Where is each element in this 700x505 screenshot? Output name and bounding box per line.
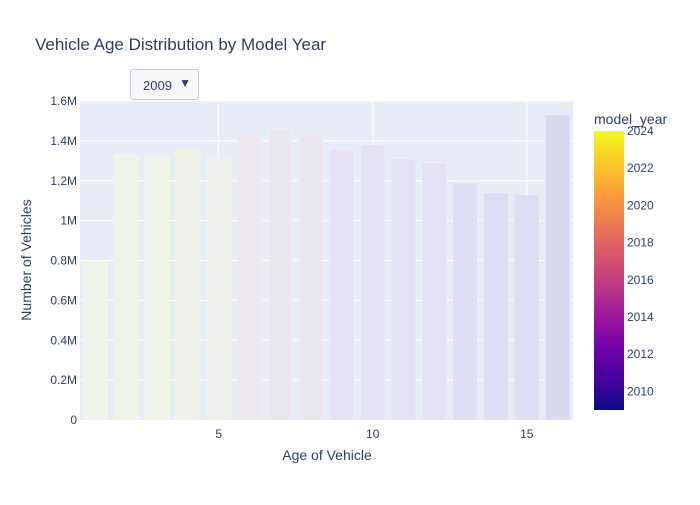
colorbar-tick-label: 2016 xyxy=(627,273,654,287)
bar[interactable] xyxy=(452,182,478,421)
colorbar-title: model_year xyxy=(594,111,667,127)
bar[interactable] xyxy=(545,114,571,421)
bar[interactable] xyxy=(267,128,293,421)
y-tick-label: 1.4M xyxy=(50,134,77,148)
colorbar-tick-label: 2012 xyxy=(627,347,654,361)
bar[interactable] xyxy=(390,158,417,421)
bar[interactable] xyxy=(144,156,170,421)
colorbar-tick-label: 2010 xyxy=(627,384,654,398)
y-tick-label: 1M xyxy=(60,214,77,228)
bar[interactable] xyxy=(82,260,108,421)
x-tick-label: 15 xyxy=(520,427,534,441)
chevron-down-icon: ▼ xyxy=(179,76,191,90)
dropdown-selected-value: 2009 xyxy=(143,78,172,93)
colorbar-tick-label: 2018 xyxy=(627,236,654,250)
y-tick-label: 0 xyxy=(70,413,77,427)
y-tick-label: 0.8M xyxy=(50,254,77,268)
bar[interactable] xyxy=(298,132,324,421)
colorbar-gradient xyxy=(594,131,624,410)
bars xyxy=(82,114,571,421)
bar[interactable] xyxy=(360,144,386,421)
chart-title: Vehicle Age Distribution by Model Year xyxy=(35,35,326,54)
y-tick-label: 0.4M xyxy=(50,333,77,347)
bar[interactable] xyxy=(514,194,540,421)
bar[interactable] xyxy=(236,132,263,421)
bar[interactable] xyxy=(113,154,139,421)
colorbar-ticks: 2010 2012 2014 2016 2018 2020 2022 2024 xyxy=(627,124,654,398)
y-tick-label: 0.2M xyxy=(50,373,77,387)
x-axis-label: Age of Vehicle xyxy=(282,447,372,463)
x-tick-label: 5 xyxy=(215,427,222,441)
colorbar-tick-label: 2014 xyxy=(627,310,654,324)
bar[interactable] xyxy=(175,148,201,421)
bar[interactable] xyxy=(483,192,509,421)
bar[interactable] xyxy=(329,148,355,421)
colorbar: model_year 20102012201420162018202020222… xyxy=(594,111,667,410)
y-tick-label: 1.2M xyxy=(50,174,77,188)
bar[interactable] xyxy=(206,158,232,421)
y-axis-label: Number of Vehicles xyxy=(18,199,34,320)
colorbar-tick-label: 2020 xyxy=(627,198,654,212)
y-tick-label: 1.6M xyxy=(50,94,77,108)
y-axis-ticks: 0 0.2M 0.4M 0.6M 0.8M 1M 1.2M 1.4M 1.6M xyxy=(50,94,77,427)
colorbar-tick-label: 2024 xyxy=(627,124,654,138)
x-axis-ticks: 5 10 15 xyxy=(215,427,533,441)
colorbar-tick-label: 2022 xyxy=(627,161,654,175)
model-year-dropdown[interactable]: 2009 ▼ xyxy=(130,69,199,100)
bar[interactable] xyxy=(421,162,447,421)
x-tick-label: 10 xyxy=(366,427,380,441)
y-tick-label: 0.6M xyxy=(50,293,77,307)
